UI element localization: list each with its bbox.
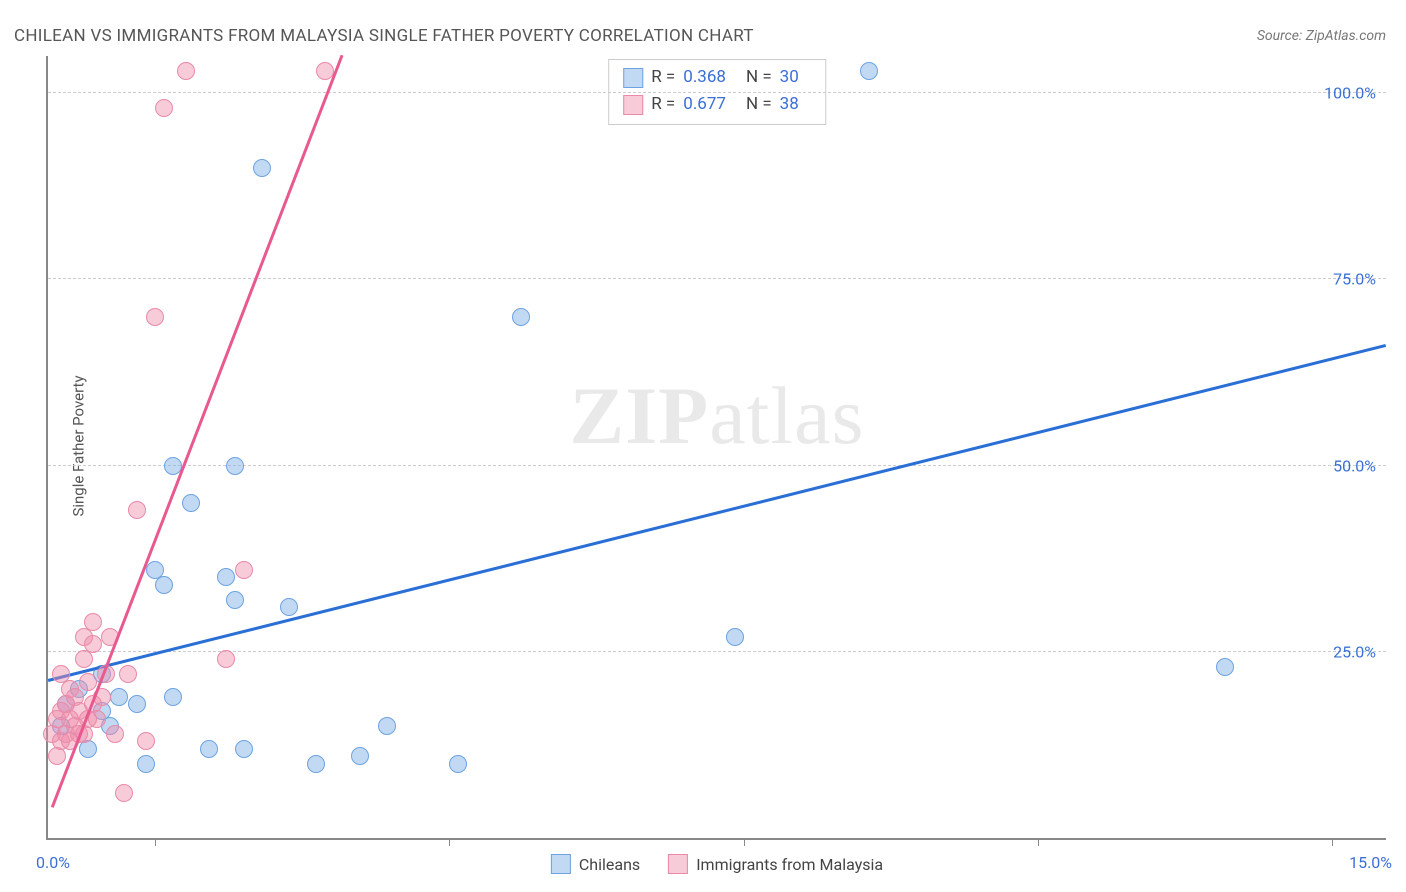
legend-swatch-malaysia [668,854,688,874]
scatter-point [217,650,235,668]
scatter-point [378,717,396,735]
x-axis-tick [1038,838,1039,846]
series-legend-item: Immigrants from Malaysia [668,854,883,874]
scatter-point [226,591,244,609]
scatter-point [235,561,253,579]
scatter-plot: ZIPatlas 0.0% 15.0% R = 0.368 N = 30 R =… [46,56,1386,840]
scatter-point [217,568,235,586]
scatter-point [88,710,106,728]
header-row: CHILEAN VS IMMIGRANTS FROM MALAYSIA SING… [14,26,1386,46]
scatter-point [146,308,164,326]
scatter-point [1216,658,1234,676]
gridline [48,278,1386,279]
correlation-legend-row: R = 0.368 N = 30 [623,64,811,91]
scatter-point [155,99,173,117]
scatter-point [137,755,155,773]
scatter-point [177,62,195,80]
y-axis-tick-label: 100.0% [1324,84,1376,103]
scatter-point [128,695,146,713]
scatter-point [200,740,218,758]
scatter-point [860,62,878,80]
gridline [48,465,1386,466]
scatter-point [726,628,744,646]
x-axis-tick [449,838,450,846]
scatter-point [119,665,137,683]
scatter-point [137,732,155,750]
gridline [48,651,1386,652]
scatter-point [226,457,244,475]
scatter-point [155,576,173,594]
scatter-point [164,688,182,706]
scatter-point [84,613,102,631]
legend-swatch-malaysia [623,95,643,115]
trend-line [51,54,343,807]
y-axis-tick-label: 50.0% [1333,456,1376,475]
x-axis-tick [1332,838,1333,846]
x-axis-min-label: 0.0% [36,853,70,872]
scatter-point [235,740,253,758]
scatter-point [79,673,97,691]
scatter-point [280,598,298,616]
scatter-point [115,784,133,802]
scatter-point [307,755,325,773]
legend-swatch-chileans [623,68,643,88]
gridline [48,92,1386,93]
trend-line [48,344,1387,682]
source-credit: Source: ZipAtlas.com [1257,28,1386,44]
x-axis-tick [744,838,745,846]
scatter-point [182,494,200,512]
x-axis-max-label: 15.0% [1349,853,1392,872]
scatter-point [351,747,369,765]
scatter-point [106,725,124,743]
scatter-point [110,688,128,706]
scatter-point [449,755,467,773]
scatter-point [512,308,530,326]
y-axis-tick-label: 25.0% [1333,642,1376,661]
legend-swatch-chileans [551,854,571,874]
chart-title: CHILEAN VS IMMIGRANTS FROM MALAYSIA SING… [14,26,754,46]
scatter-point [253,159,271,177]
series-legend: Chileans Immigrants from Malaysia [551,854,883,874]
scatter-point [84,635,102,653]
watermark: ZIPatlas [570,369,865,463]
series-legend-item: Chileans [551,854,640,874]
x-axis-tick [155,838,156,846]
y-axis-tick-label: 75.0% [1333,270,1376,289]
scatter-point [128,501,146,519]
correlation-legend-row: R = 0.677 N = 38 [623,91,811,118]
